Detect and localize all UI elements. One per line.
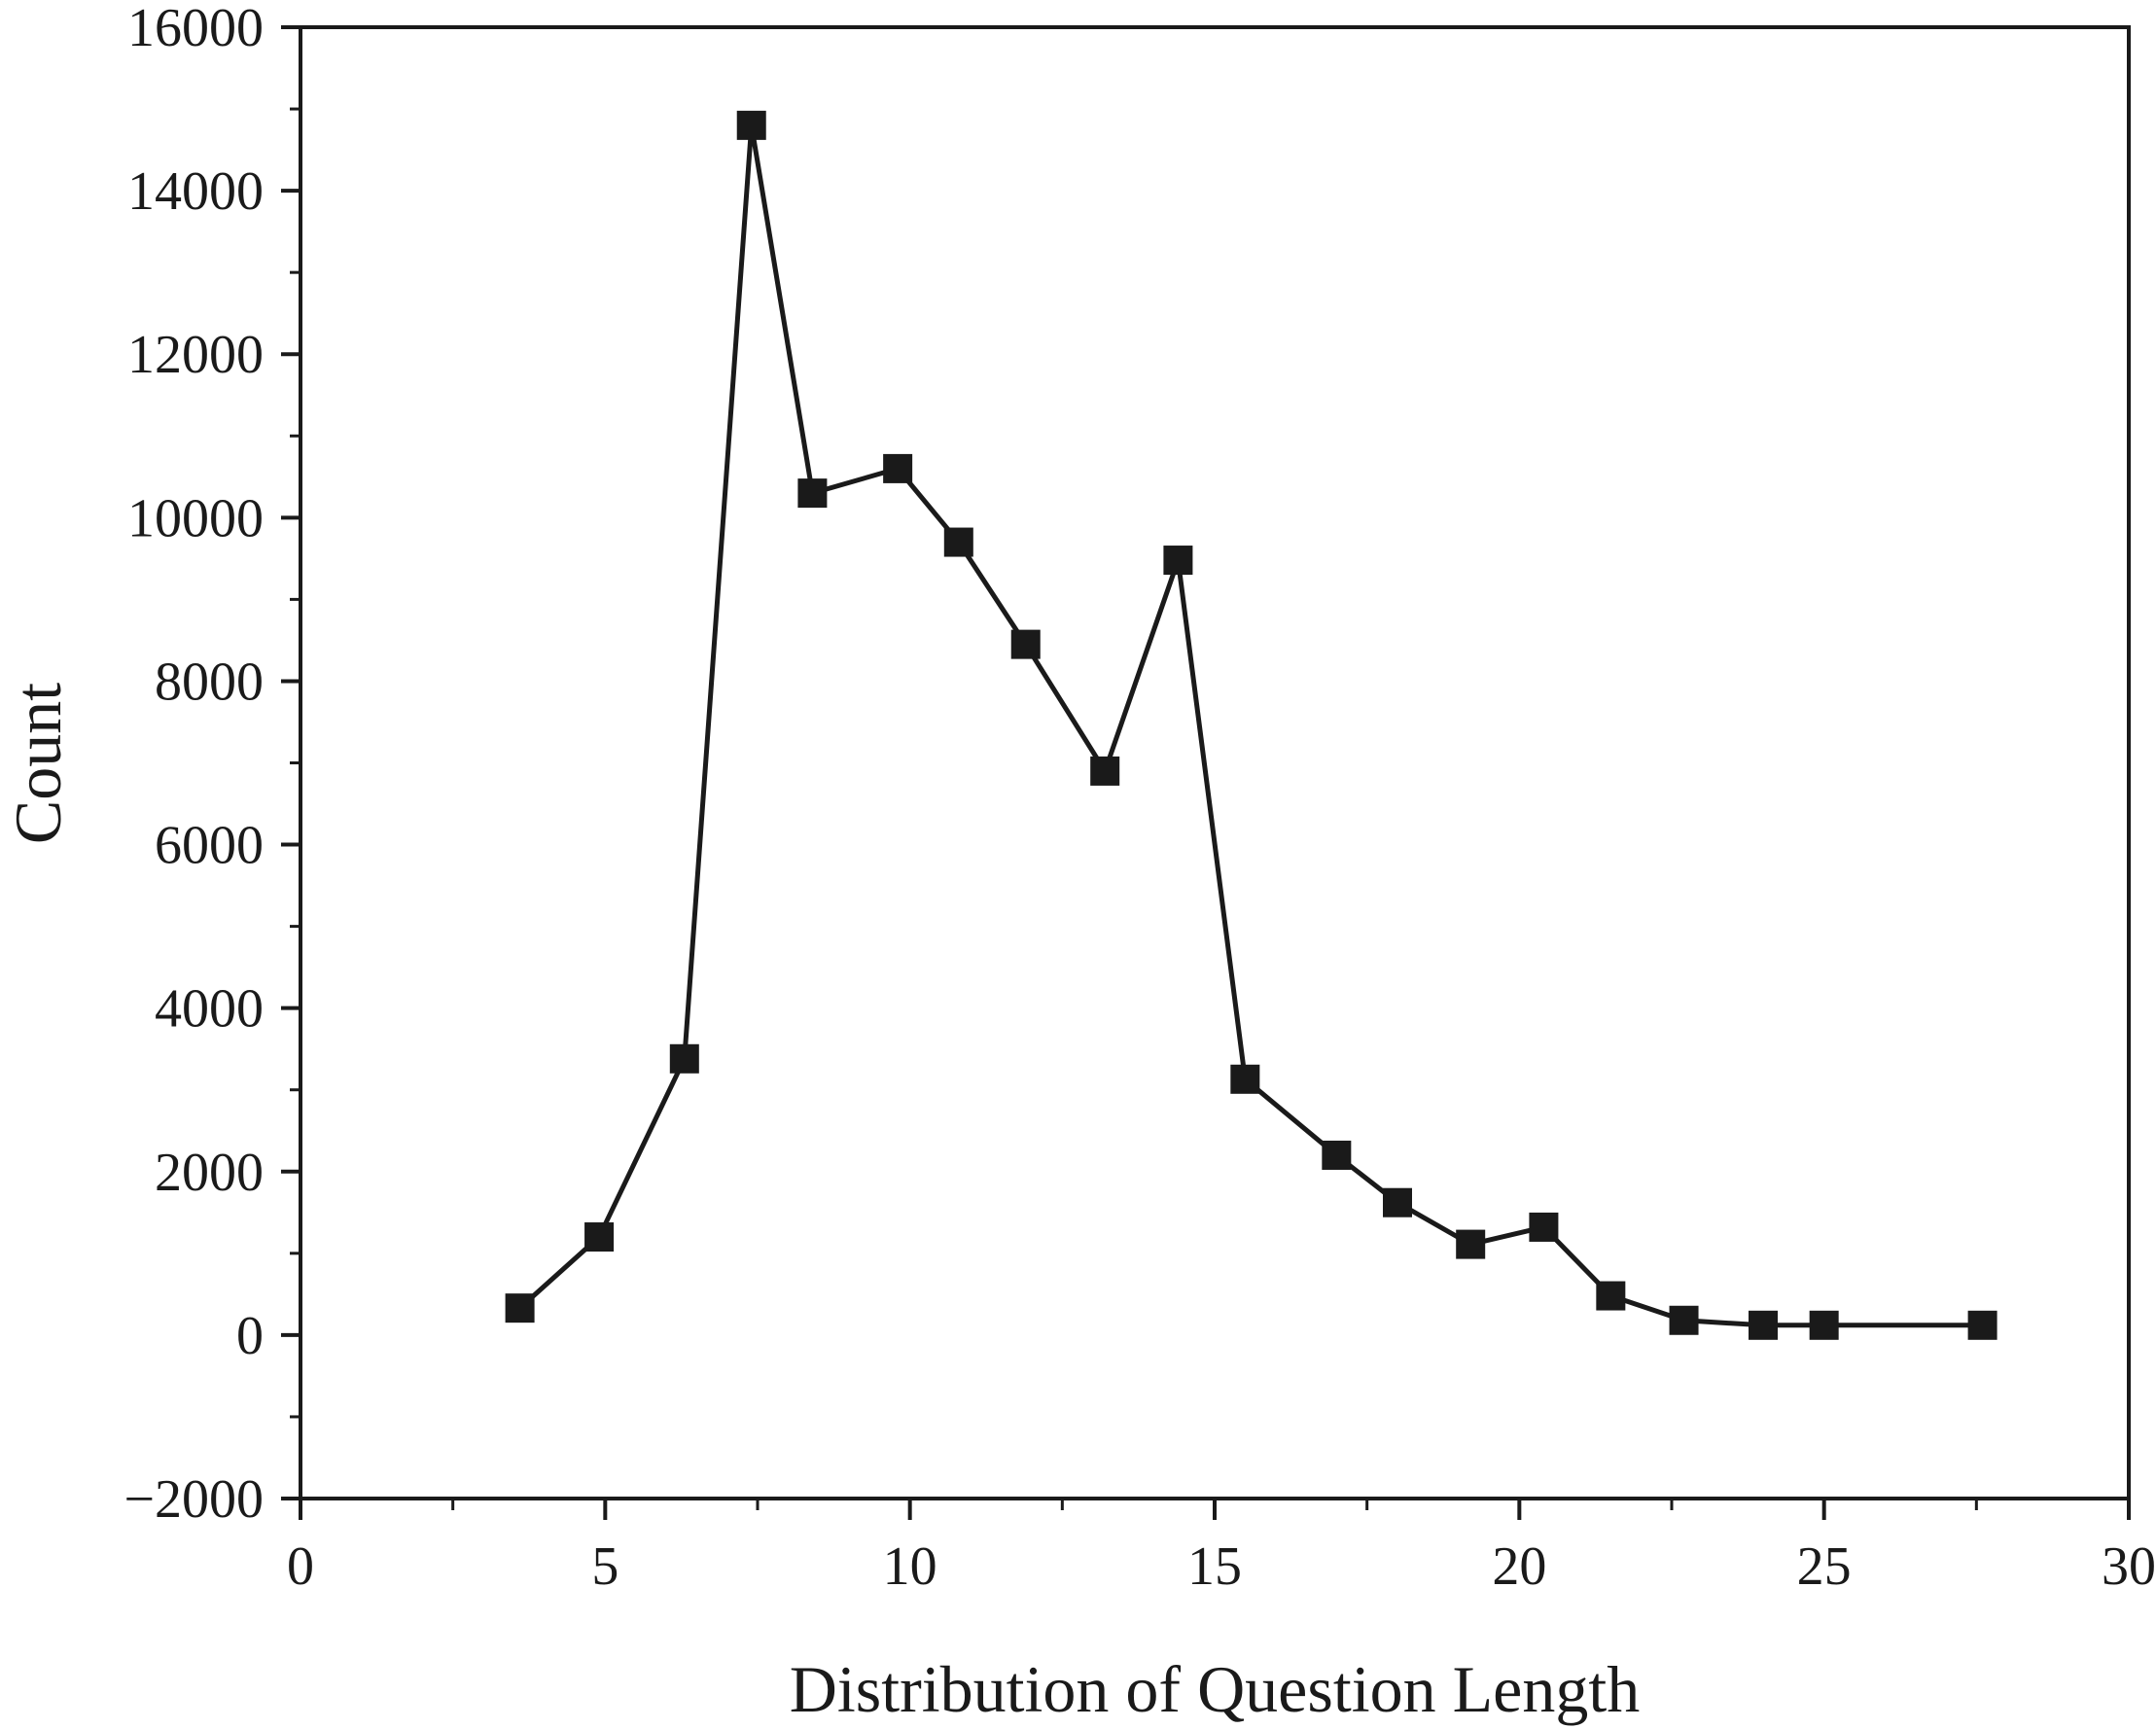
y-tick-label: 16000 — [127, 0, 264, 58]
data-point-marker — [1596, 1281, 1626, 1311]
y-tick-label: 10000 — [127, 488, 264, 548]
y-tick-label: 14000 — [127, 161, 264, 222]
data-point-marker — [1529, 1212, 1559, 1242]
x-axis-ticks: 0 5 10 15 20 25 30 — [287, 1499, 2156, 1597]
data-point-marker — [1230, 1064, 1260, 1094]
data-point-marker — [1383, 1187, 1412, 1217]
y-tick-label: −2000 — [124, 1469, 264, 1530]
y-tick-label: 6000 — [155, 816, 264, 876]
y-tick-label: 2000 — [155, 1143, 264, 1203]
x-tick-label: 30 — [2102, 1536, 2156, 1597]
data-point-marker — [584, 1222, 615, 1253]
data-point-marker — [1010, 629, 1041, 659]
x-tick-label: 25 — [1797, 1536, 1852, 1597]
y-tick-label: 0 — [236, 1306, 264, 1366]
data-point-marker — [1163, 546, 1193, 576]
data-point-marker — [883, 453, 913, 483]
y-tick-label: 8000 — [155, 652, 264, 712]
data-point-marker — [736, 110, 766, 140]
data-point-marker — [1090, 756, 1120, 786]
data-series — [505, 110, 1997, 1340]
x-tick-label: 15 — [1187, 1536, 1242, 1597]
plot-frame — [299, 25, 2131, 1500]
y-axis-ticks: −2000 0 2000 4000 6000 8000 10000 12000 14000 160… — [124, 0, 300, 1530]
data-point-marker — [1322, 1140, 1352, 1170]
data-point-marker — [1749, 1310, 1778, 1340]
data-point-marker — [669, 1043, 699, 1074]
series-line — [517, 123, 1983, 1328]
y-tick-label: 12000 — [127, 325, 264, 385]
x-tick-label: 5 — [591, 1536, 619, 1597]
x-tick-label: 20 — [1492, 1536, 1546, 1597]
data-point-marker — [505, 1293, 535, 1323]
x-tick-label: 10 — [883, 1536, 937, 1597]
data-point-marker — [1456, 1229, 1486, 1259]
x-axis-title: Distribution of Question Length — [790, 1652, 1640, 1726]
data-point-marker — [1809, 1310, 1839, 1340]
data-point-marker — [1669, 1305, 1699, 1335]
x-tick-label: 0 — [287, 1536, 314, 1597]
data-point-marker — [943, 527, 973, 557]
y-tick-label: 4000 — [155, 979, 264, 1040]
data-point-marker — [797, 478, 828, 509]
y-axis-title: Count — [1, 683, 75, 844]
data-point-marker — [1967, 1310, 1997, 1340]
